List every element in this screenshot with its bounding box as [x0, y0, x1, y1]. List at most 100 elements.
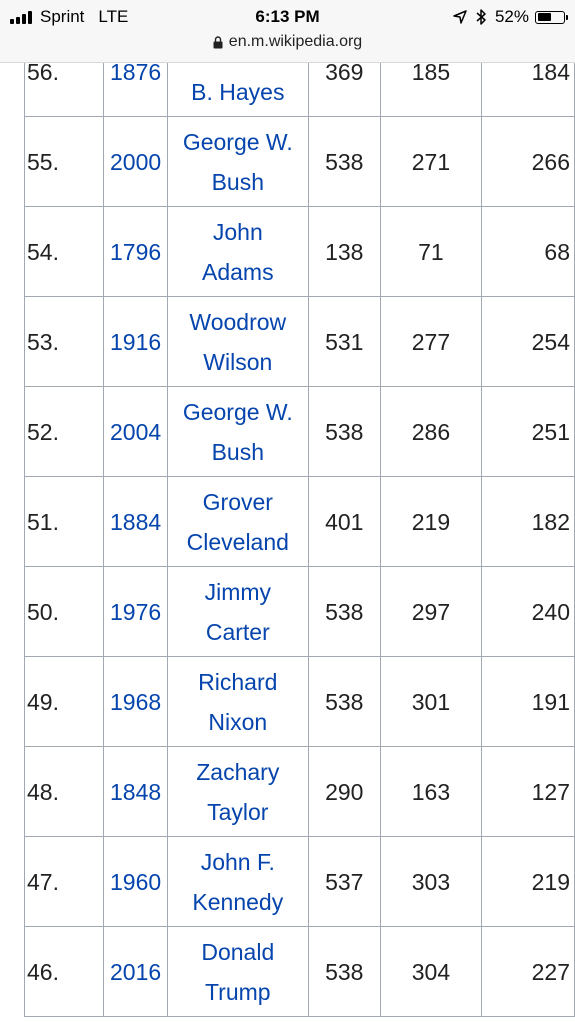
total-electors-cell: 401	[307, 476, 382, 567]
candidate-name-link[interactable]: Jimmy Carter	[205, 579, 271, 645]
address-bar[interactable]: en.m.wikipedia.org	[0, 31, 575, 53]
electoral-votes-won-cell: 277	[380, 296, 482, 387]
election-year-link[interactable]: 2016	[110, 958, 162, 985]
candidate-name-line1[interactable]: George W.	[182, 128, 293, 155]
candidate-name-line1[interactable]: George W.	[182, 398, 293, 425]
election-year-link[interactable]: 1976	[110, 598, 162, 625]
total-electors-cell: 538	[307, 116, 382, 207]
candidate-name-line2[interactable]: Carter	[205, 618, 270, 645]
candidate-name-link[interactable]: Donald Trump	[201, 939, 274, 1005]
battery-percent: 52%	[494, 7, 529, 26]
election-year-cell[interactable]: 1960	[103, 836, 169, 927]
candidate-name-link[interactable]: Grover Cleveland	[187, 489, 289, 555]
electoral-votes-lost-cell: 182	[480, 476, 575, 567]
signal-bars-icon	[10, 10, 34, 24]
candidate-name-link[interactable]: Richard Nixon	[198, 669, 277, 735]
status-right: 52%	[453, 6, 568, 28]
candidate-name-link[interactable]: Woodrow Wilson	[189, 309, 286, 375]
table-row: 51. 1884 Grover Cleveland 401 219 182	[23, 476, 575, 567]
candidate-name-line2[interactable]: Nixon	[208, 708, 268, 735]
total-electors-cell: 537	[307, 836, 382, 927]
electoral-votes-won-cell: 301	[380, 656, 482, 747]
electoral-votes-won-cell: 297	[380, 566, 482, 657]
candidate-name-line1[interactable]: John	[212, 218, 263, 245]
table-row: 47. 1960 John F. Kennedy 537 303 219	[23, 836, 575, 927]
election-year-link[interactable]: 1916	[110, 328, 162, 355]
candidate-name-cell[interactable]: John Adams	[167, 206, 309, 297]
candidate-name-line1[interactable]: Zachary	[196, 758, 280, 785]
candidate-name-link[interactable]: John F. Kennedy	[192, 849, 283, 915]
status-bar: Sprint LTE 6:13 PM 52% en.m.wikipedia.or…	[0, 0, 575, 63]
candidate-name-line2[interactable]: Trump	[204, 978, 271, 1005]
candidate-name-cell[interactable]: Jimmy Carter	[167, 566, 309, 657]
results-table: 56.1876RutherfordB. Hayes36918518455.200…	[23, 26, 575, 1017]
election-year-link[interactable]: 1796	[110, 238, 162, 265]
url-text[interactable]: en.m.wikipedia.org	[228, 33, 363, 50]
election-year-cell[interactable]: 2004	[103, 386, 169, 477]
rank-cell: 46.	[23, 926, 105, 1017]
candidate-name-link[interactable]: Zachary Taylor	[196, 759, 279, 825]
electoral-votes-won-cell: 71	[380, 206, 482, 297]
electoral-votes-lost-cell: 254	[480, 296, 575, 387]
location-arrow-icon	[453, 10, 467, 24]
rank-cell: 55.	[23, 116, 105, 207]
candidate-name-line2[interactable]: B. Hayes	[191, 78, 285, 105]
rank-cell: 47.	[23, 836, 105, 927]
candidate-name-line2[interactable]: Taylor	[207, 798, 269, 825]
candidate-name-cell[interactable]: Richard Nixon	[167, 656, 309, 747]
electoral-votes-won-cell: 163	[380, 746, 482, 837]
electoral-votes-won-cell: 219	[380, 476, 482, 567]
election-year-cell[interactable]: 2000	[103, 116, 169, 207]
rank-cell: 52.	[23, 386, 105, 477]
candidate-name-cell[interactable]: Woodrow Wilson	[167, 296, 309, 387]
election-year-cell[interactable]: 2016	[103, 926, 169, 1017]
candidate-name-line2[interactable]: Wilson	[203, 348, 273, 375]
candidate-name-line2[interactable]: Adams	[202, 258, 274, 285]
election-year-cell[interactable]: 1968	[103, 656, 169, 747]
election-year-link[interactable]: 2004	[110, 418, 162, 445]
candidate-name-link[interactable]: John Adams	[202, 219, 274, 285]
candidate-name-cell[interactable]: George W. Bush	[167, 386, 309, 477]
candidate-name-line1[interactable]: Richard	[198, 668, 278, 695]
rank-cell: 54.	[23, 206, 105, 297]
total-electors-cell: 290	[307, 746, 382, 837]
candidate-name-cell[interactable]: Zachary Taylor	[167, 746, 309, 837]
table-body: 56.1876RutherfordB. Hayes36918518455.200…	[23, 26, 575, 1017]
candidate-name-line2[interactable]: Cleveland	[186, 528, 289, 555]
election-year-link[interactable]: 1884	[110, 508, 162, 535]
election-year-cell[interactable]: 1848	[103, 746, 169, 837]
table-row: 46. 2016 Donald Trump 538 304 227	[23, 926, 575, 1017]
candidate-name-line1[interactable]: Grover	[202, 488, 273, 515]
electoral-votes-won-cell: 286	[380, 386, 482, 477]
election-year-cell[interactable]: 1976	[103, 566, 169, 657]
candidate-name-line2[interactable]: Kennedy	[192, 888, 284, 915]
election-year-cell[interactable]: 1796	[103, 206, 169, 297]
candidate-name-cell[interactable]: George W. Bush	[167, 116, 309, 207]
candidate-name-line1[interactable]: John F.	[200, 848, 275, 875]
election-year-cell[interactable]: 1884	[103, 476, 169, 567]
candidate-name-line1[interactable]: Woodrow	[189, 308, 287, 335]
candidate-name-line1[interactable]: Jimmy	[204, 578, 272, 605]
network-type: LTE	[98, 7, 129, 26]
election-year-link[interactable]: 1968	[110, 688, 162, 715]
candidate-name-cell[interactable]: Grover Cleveland	[167, 476, 309, 567]
electoral-votes-won-cell: 304	[380, 926, 482, 1017]
table-row: 54. 1796 John Adams 138 71 68	[23, 206, 575, 297]
electoral-votes-lost-cell: 219	[480, 836, 575, 927]
carrier-name: Sprint	[40, 7, 85, 26]
candidate-name-line2[interactable]: Bush	[211, 438, 265, 465]
clock: 6:13 PM	[255, 7, 320, 26]
election-year-link[interactable]: 1848	[110, 778, 162, 805]
candidate-name-cell[interactable]: Donald Trump	[167, 926, 309, 1017]
table-row: 53. 1916 Woodrow Wilson 531 277 254	[23, 296, 575, 387]
election-year-cell[interactable]: 1916	[103, 296, 169, 387]
candidate-name-cell[interactable]: John F. Kennedy	[167, 836, 309, 927]
table-row: 52. 2004 George W. Bush 538 286 251	[23, 386, 575, 477]
candidate-name-link[interactable]: George W. Bush	[183, 399, 293, 465]
table-row: 50. 1976 Jimmy Carter 538 297 240	[23, 566, 575, 657]
candidate-name-line1[interactable]: Donald	[201, 938, 275, 965]
candidate-name-line2[interactable]: Bush	[211, 168, 265, 195]
candidate-name-link[interactable]: George W. Bush	[183, 129, 293, 195]
election-year-link[interactable]: 2000	[110, 148, 162, 175]
election-year-link[interactable]: 1960	[110, 868, 162, 895]
